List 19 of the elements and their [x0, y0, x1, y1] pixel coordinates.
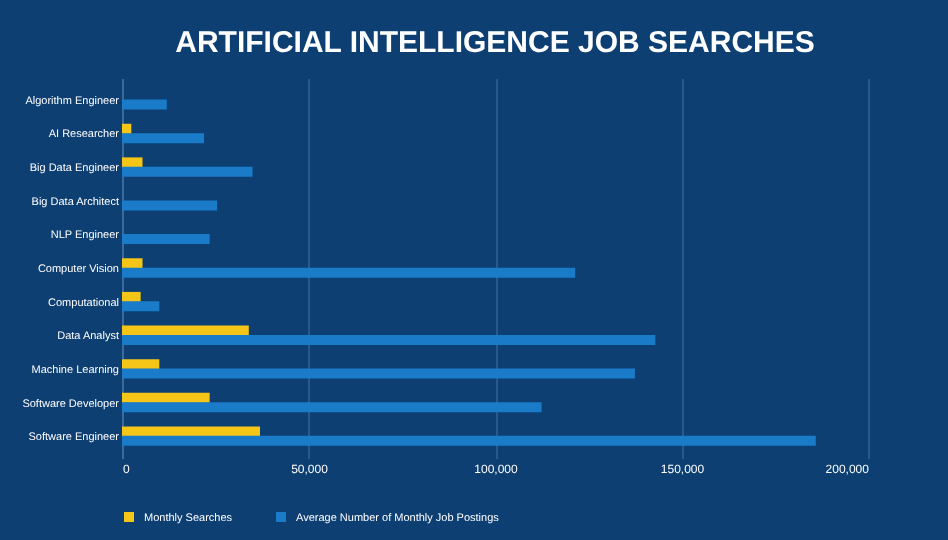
bar	[122, 258, 143, 269]
bar	[122, 359, 160, 370]
bar	[122, 426, 261, 437]
bar	[122, 166, 253, 177]
bar	[122, 234, 210, 245]
bar	[122, 267, 576, 278]
bar	[122, 291, 141, 302]
bar	[122, 157, 143, 168]
bar	[122, 325, 249, 336]
chart-title: ARTIFICIAL INTELLIGENCE JOB SEARCHES	[175, 26, 815, 60]
bar	[122, 99, 167, 110]
bar	[122, 392, 210, 403]
bar	[122, 301, 160, 312]
bar	[122, 368, 635, 379]
bar	[122, 402, 542, 413]
bar	[122, 435, 816, 446]
bar	[122, 334, 656, 345]
bar	[122, 133, 205, 144]
bar	[122, 200, 218, 211]
